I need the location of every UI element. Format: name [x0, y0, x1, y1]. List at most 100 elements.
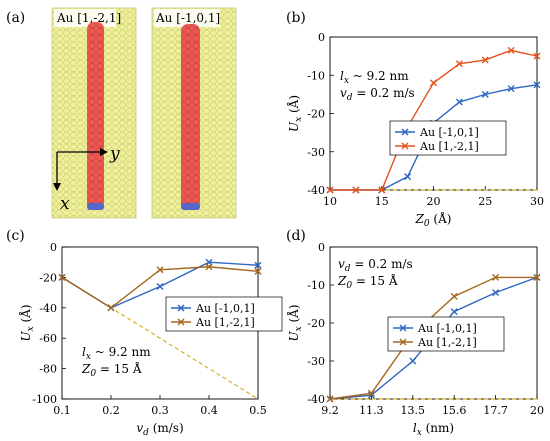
data-point: [107, 304, 115, 312]
data-point: [533, 52, 541, 60]
legend-marker: [401, 142, 409, 150]
axis-y-label: y: [109, 144, 120, 164]
legend-marker-b: [177, 304, 185, 312]
y-axis-label: Ux (Å): [286, 95, 304, 132]
x-tick-label: 17.7: [483, 404, 508, 417]
data-point: [481, 90, 489, 98]
y-tick-label: -10: [307, 69, 325, 82]
x-tick-label: 30: [530, 195, 544, 208]
data-point: [492, 273, 500, 281]
x-tick-label: 13.5: [401, 404, 426, 417]
data-point: [404, 173, 412, 181]
structure-au-121: Au [1,-2,1]: [51, 7, 137, 219]
legend-box: [387, 316, 505, 352]
y-tick-label: -20: [39, 271, 57, 284]
coordinate-axes: y x: [53, 144, 120, 214]
data-point-b: [326, 186, 334, 194]
data-point-b: [404, 173, 412, 181]
x-tick-label: 0.2: [102, 404, 120, 417]
data-point: [205, 263, 213, 271]
data-point-b: [352, 186, 360, 194]
data-point-b: [492, 289, 500, 297]
data-point-b: [455, 98, 463, 106]
legend-label: Au [1,-2,1]: [419, 140, 479, 153]
x-tick-label: 15: [375, 195, 389, 208]
data-point: [430, 79, 437, 87]
chain-end-1: [87, 203, 104, 210]
x-tick-label: 0.1: [53, 404, 71, 417]
data-point-b: [507, 85, 515, 93]
legend-marker-b: [399, 338, 407, 346]
data-point-b: [533, 81, 541, 89]
x-axis-label: Z0 (Å): [415, 211, 452, 229]
data-point: [352, 186, 360, 194]
data-point: [455, 98, 463, 106]
y-tick-label: 0: [50, 241, 57, 254]
data-point: [533, 273, 541, 281]
structure-label-1: Au [1,-2,1]: [56, 11, 121, 25]
data-point: [326, 395, 334, 403]
panel-c: (c) 0.1 0.2 0.3 0.4 0.5 0 -20 -40 -60 -80 -100 vd (…: [6, 228, 283, 438]
legend: Au [-1,0,1]Au [1,-2,1]: [387, 316, 505, 352]
data-point: [409, 357, 417, 365]
panel-d: (d) 9.2 11.3 13.5 15.6 17.7 20 0 -10 -20 -30 -40 lx…: [286, 228, 544, 438]
data-point-b: [455, 60, 463, 68]
legend: Au [-1,0,1]Au [1,-2,1]: [165, 296, 283, 332]
y-axis-label: Ux (Å): [18, 304, 36, 341]
x-tick-label: 0.3: [151, 404, 169, 417]
arrow-down-icon: [53, 183, 61, 191]
data-point-b: [430, 79, 437, 87]
y-tick-label: -20: [307, 317, 325, 330]
data-point-b: [533, 273, 541, 281]
y-tick-label: -40: [307, 184, 325, 197]
y-tick-label: 0: [318, 31, 325, 44]
panel-label-a: (a): [6, 10, 25, 26]
legend-marker-b: [401, 142, 409, 150]
structure-label-2: Au [-1,0,1]: [155, 11, 220, 25]
data-point-b: [409, 357, 417, 365]
data-point-b: [481, 90, 489, 98]
axis-x-label: x: [60, 194, 70, 214]
x-tick-label: 15.6: [442, 404, 467, 417]
data-point-b: [367, 391, 375, 399]
legend-label: Au [-1,0,1]: [419, 126, 479, 139]
legend: Au [-1,0,1]Au [1,-2,1]: [389, 120, 507, 156]
legend-label: Au [1,-2,1]: [417, 336, 477, 349]
legend-marker: [177, 318, 185, 326]
legend-label: Au [1,-2,1]: [195, 316, 255, 329]
data-point-b: [205, 263, 213, 271]
data-point-b: [492, 273, 500, 281]
data-point-b: [156, 283, 164, 291]
y-axis-label: Ux (Å): [286, 304, 304, 341]
data-point: [450, 308, 458, 316]
data-point: [156, 266, 164, 274]
legend-marker-b: [401, 128, 409, 136]
annotation-0: vd = 0.2 m/s: [338, 257, 413, 274]
y-tick-label: -40: [307, 393, 325, 406]
series-line-1: [329, 276, 537, 400]
x-tick-label: 9.2: [321, 404, 339, 417]
data-point-b: [254, 261, 262, 269]
legend-marker-b: [177, 318, 185, 326]
y-tick-label: -60: [39, 332, 57, 345]
x-tick-label: 20: [427, 195, 441, 208]
y-tick-label: -30: [307, 355, 325, 368]
data-point: [450, 292, 458, 300]
data-point-b: [507, 46, 515, 54]
panel-b: (b) 10 15 20 25 30 0 -10 -20 -30 -40 Z0 (Å) Ux (Å) l…: [286, 10, 544, 229]
data-point: [156, 283, 164, 291]
structure-label-bg-2: [154, 9, 220, 27]
plot-frame: [329, 36, 538, 191]
data-point-b: [107, 304, 115, 312]
arrow-right-icon: [100, 148, 108, 156]
data-point-b: [450, 292, 458, 300]
legend-label: Au [-1,0,1]: [417, 322, 477, 335]
adsorbed-chain-1: [87, 22, 104, 210]
data-point: [58, 273, 66, 281]
x-axis-label: vd (m/s): [136, 421, 183, 438]
legend-marker: [399, 324, 407, 332]
x-tick-label: 20: [530, 404, 544, 417]
panel-label-b: (b): [286, 10, 306, 26]
data-point: [507, 85, 515, 93]
